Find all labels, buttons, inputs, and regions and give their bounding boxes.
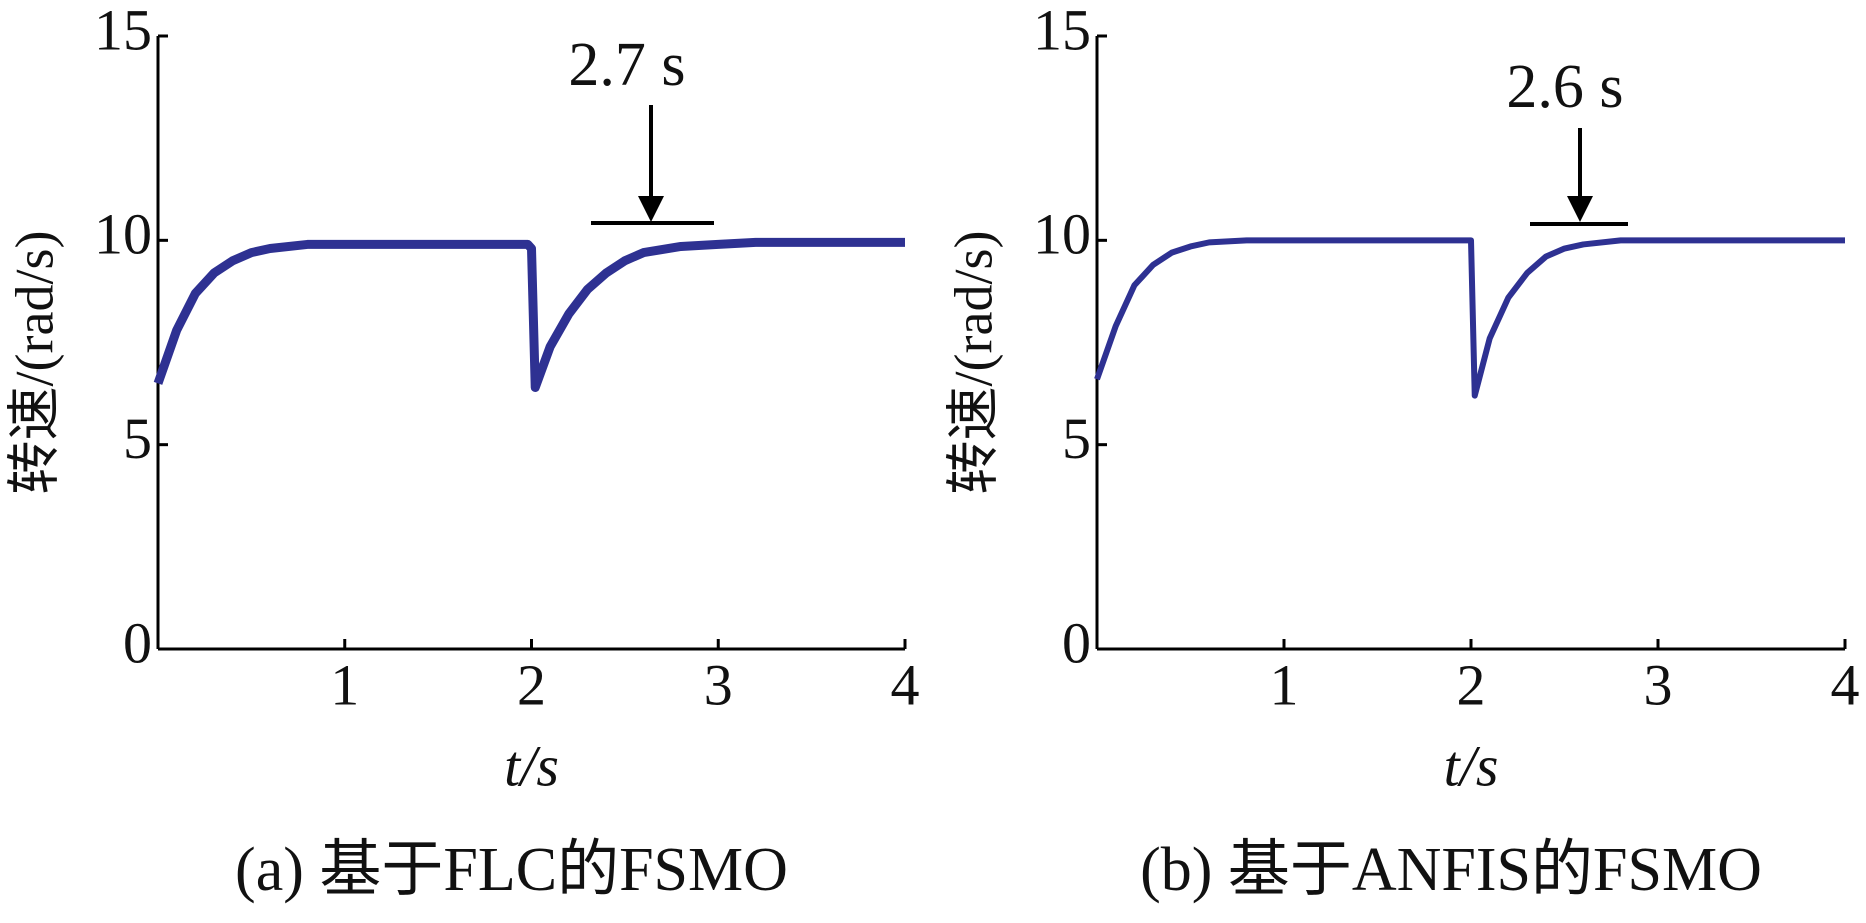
annotation: 2.7 s [568, 31, 685, 99]
x-axis-label: t/s [1444, 733, 1499, 798]
y-tick-label: 15 [94, 0, 152, 62]
x-axis-label: t/s [504, 733, 559, 798]
y-axis-label: 转速/(rad/s) [943, 231, 1003, 495]
x-tick-label: 4 [891, 652, 920, 717]
y-tick-label: 15 [1033, 0, 1091, 62]
y-tick-label: 0 [123, 610, 152, 675]
caption: (a) 基于FLC的FSMO [235, 836, 788, 904]
x-tick-label: 3 [1644, 652, 1673, 717]
y-tick-label: 10 [94, 202, 152, 267]
caption: (b) 基于ANFIS的FSMO [1140, 836, 1762, 904]
y-axis-label: 转速/(rad/s) [4, 231, 64, 495]
y-tick-label: 5 [1062, 406, 1091, 471]
arrow-head [1567, 196, 1593, 222]
y-tick-label: 10 [1033, 202, 1091, 267]
x-tick-label: 4 [1831, 652, 1860, 717]
speed-line [1094, 237, 1845, 399]
speed-line [153, 237, 905, 392]
y-tick-label: 0 [1062, 610, 1091, 675]
arrow-head [638, 196, 664, 222]
x-tick-label: 1 [1270, 652, 1299, 717]
x-tick-label: 2 [1457, 652, 1486, 717]
annotation: 2.6 s [1506, 53, 1623, 121]
x-tick-label: 2 [517, 652, 546, 717]
y-tick-label: 5 [123, 406, 152, 471]
x-tick-label: 1 [330, 652, 359, 717]
x-tick-label: 3 [704, 652, 733, 717]
